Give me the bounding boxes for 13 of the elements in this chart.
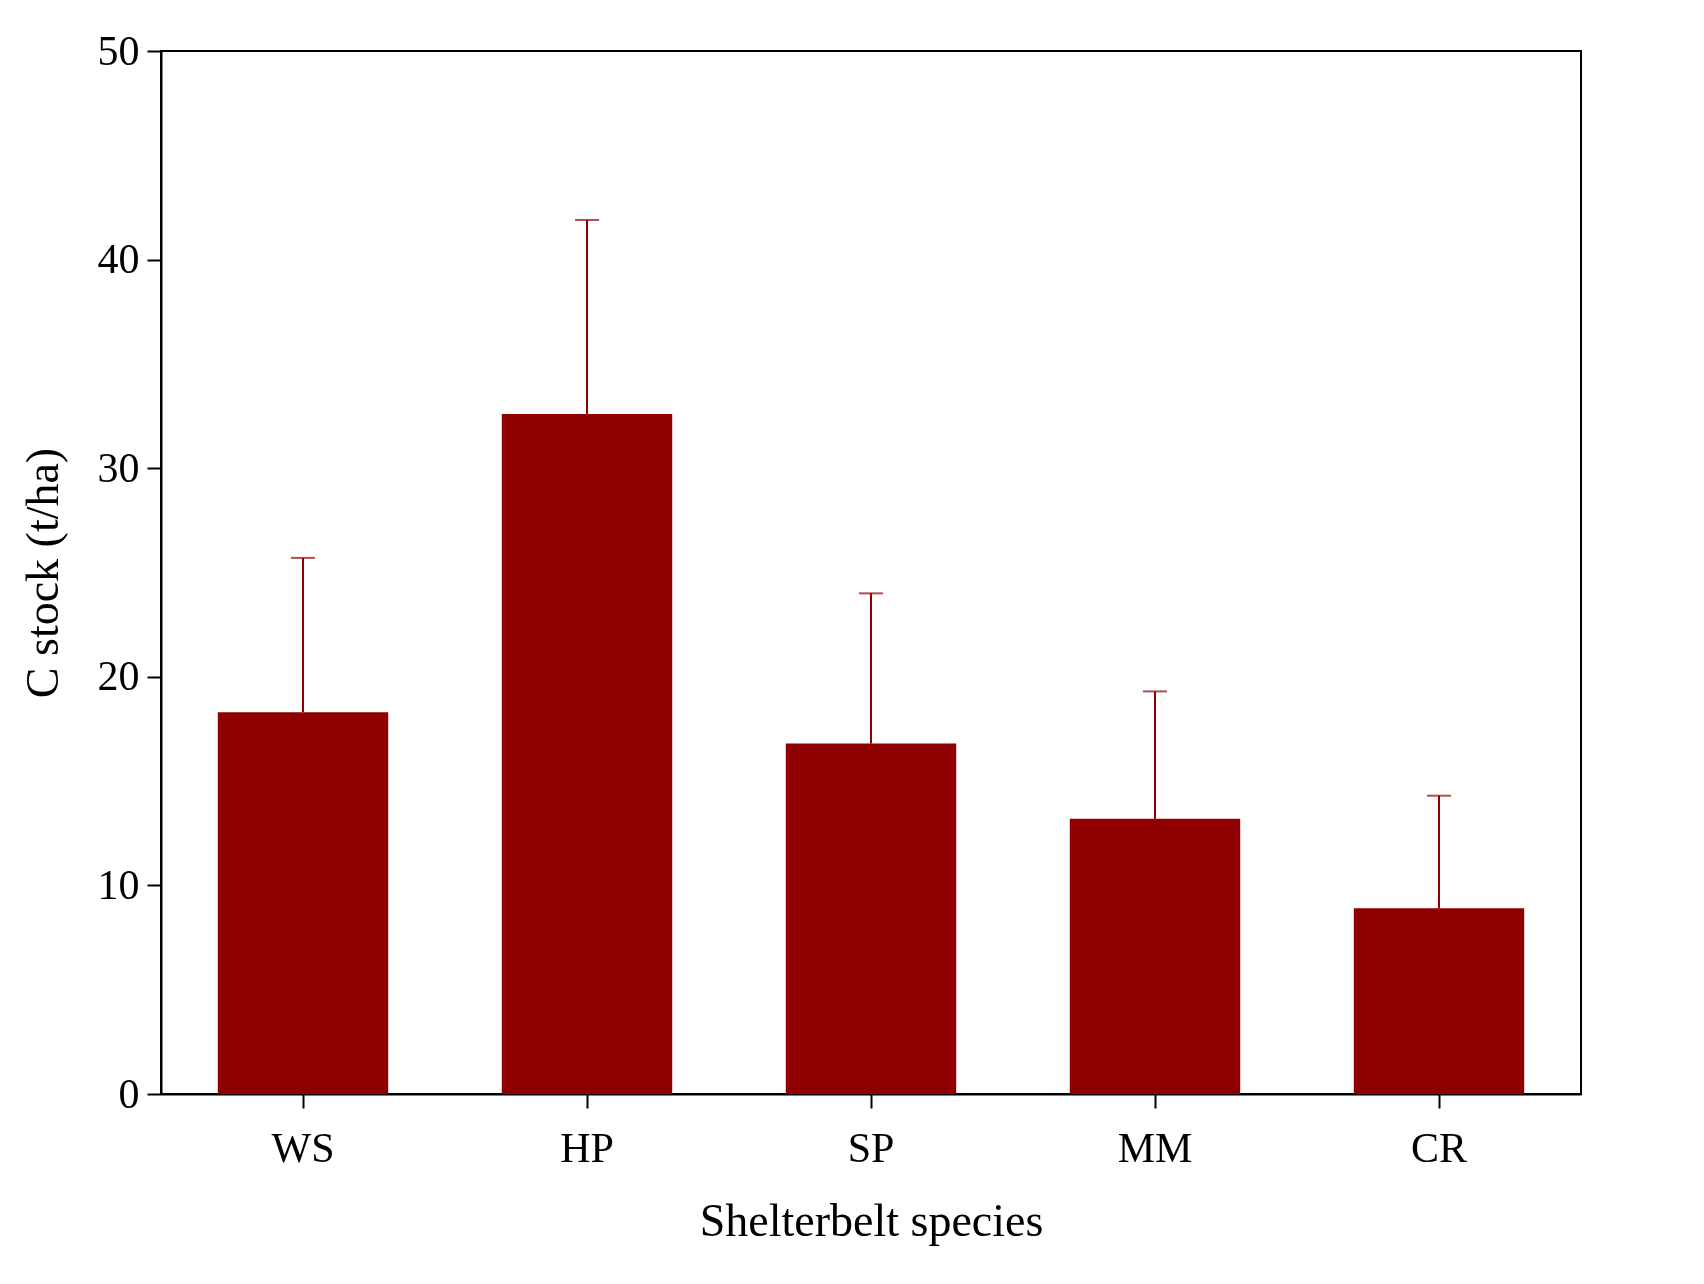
x-tick-label: CR <box>1410 1124 1468 1171</box>
x-tick-label: HP <box>560 1124 614 1171</box>
y-tick-label: 40 <box>97 236 140 283</box>
y-tick-label: 30 <box>97 444 140 491</box>
y-tick-label: 20 <box>97 653 140 700</box>
y-tick-label: 0 <box>118 1070 140 1117</box>
y-tick-label: 50 <box>97 27 140 74</box>
x-tick-label: MM <box>1117 1124 1193 1171</box>
x-axis-title: Shelterbelt species <box>699 1194 1044 1246</box>
x-tick-label: WS <box>271 1124 335 1171</box>
y-tick-label: 10 <box>97 861 140 908</box>
y-axis-title: C stock (t/ha) <box>16 447 68 699</box>
x-tick-label: SP <box>847 1124 895 1171</box>
